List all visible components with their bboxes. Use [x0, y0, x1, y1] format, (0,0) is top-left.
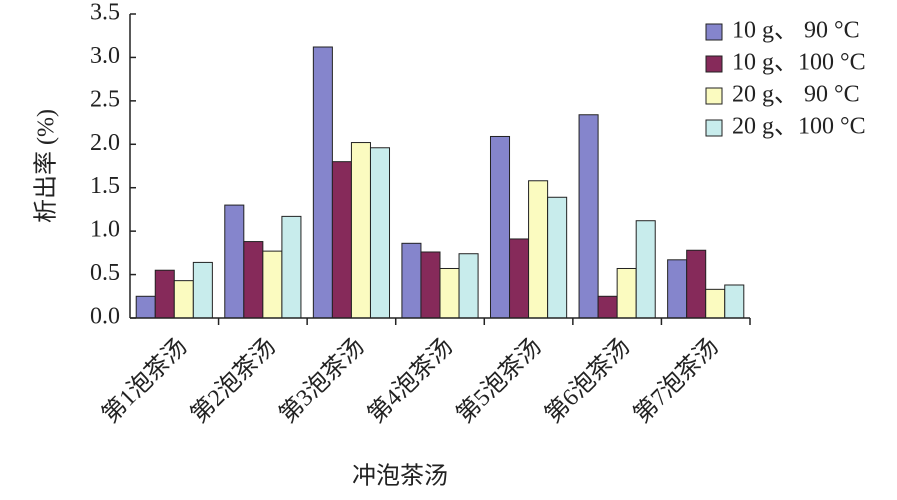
legend-label: 10 g、 90 °C: [732, 18, 860, 44]
bar: [135, 295, 156, 319]
bar: [547, 196, 568, 319]
y-tick-label: 0.5: [90, 260, 120, 286]
y-tick-label: 3.5: [90, 0, 120, 26]
bar: [597, 295, 618, 319]
bar: [173, 280, 194, 319]
bar: [667, 259, 688, 319]
x-tick-label: 第6泡茶汤: [540, 333, 635, 428]
bar: [281, 215, 302, 319]
x-tick-label: 第1泡茶汤: [97, 333, 192, 428]
x-axis-label: 冲泡茶汤: [352, 463, 448, 490]
bar: [154, 269, 175, 319]
bar: [401, 242, 422, 319]
bar: [458, 253, 479, 319]
y-tick-label: 1.5: [90, 173, 120, 199]
bar: [331, 161, 352, 319]
x-tick-label: 第4泡茶汤: [363, 333, 458, 428]
bar: [686, 249, 707, 319]
bar: [369, 147, 391, 319]
bar: [420, 251, 441, 319]
x-tick-label: 第2泡茶汤: [186, 333, 281, 428]
bar: [350, 142, 371, 319]
x-tick-label: 第7泡茶汤: [628, 333, 723, 428]
legend-swatch: [705, 119, 723, 137]
x-tick-label: 第3泡茶汤: [274, 333, 369, 428]
bar: [489, 135, 511, 319]
bar: [616, 267, 637, 319]
y-axis-label: 析出率 (%): [33, 109, 60, 223]
bar: [243, 241, 264, 319]
bar: [528, 180, 549, 319]
legend-swatch: [705, 55, 723, 73]
y-tick-label: 1.0: [90, 217, 120, 243]
legend-swatch: [705, 87, 723, 105]
bar: [312, 46, 333, 319]
y-tick-label: 2.5: [90, 86, 120, 112]
bar: [578, 114, 599, 319]
bar: [705, 288, 726, 319]
bar: [635, 220, 656, 319]
bar: [224, 204, 245, 319]
bar: [724, 284, 745, 319]
legend-swatch: [705, 23, 723, 41]
legend-label: 20 g、100 °C: [732, 114, 866, 140]
y-tick-label: 2.0: [90, 130, 120, 156]
legend-label: 20 g、 90 °C: [732, 82, 860, 108]
y-tick-label: 0.0: [90, 304, 120, 330]
bar: [262, 250, 283, 319]
bar: [439, 267, 460, 319]
bar: [509, 238, 530, 319]
x-tick-label: 第5泡茶汤: [451, 333, 546, 428]
y-tick-label: 3.0: [90, 43, 120, 69]
legend-label: 10 g、100 °C: [732, 50, 866, 76]
bar: [192, 261, 213, 319]
